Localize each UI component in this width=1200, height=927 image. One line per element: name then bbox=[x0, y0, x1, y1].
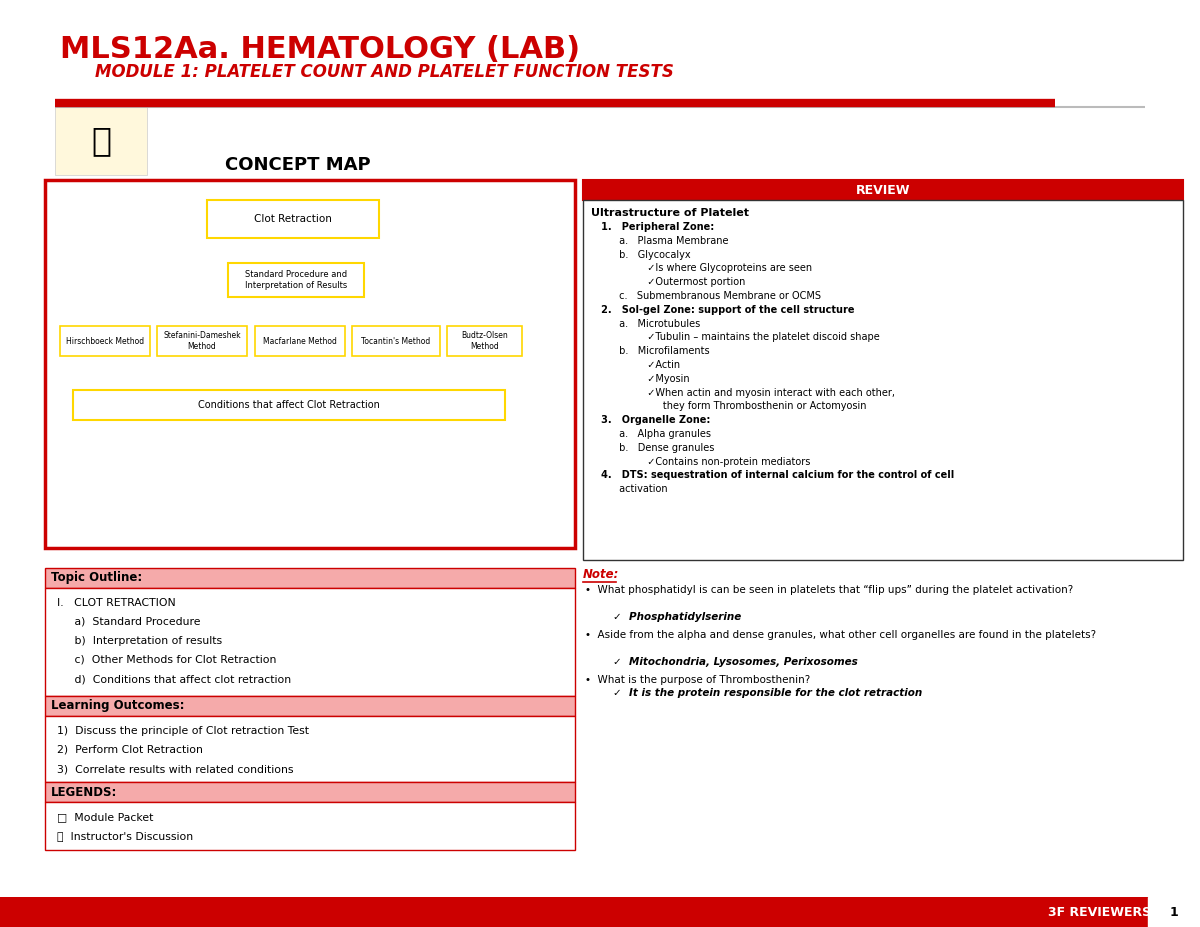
Text: Hirschboeck Method: Hirschboeck Method bbox=[66, 337, 144, 346]
Text: ✓Is where Glycoproteins are seen: ✓Is where Glycoproteins are seen bbox=[592, 263, 812, 273]
Text: c.   Submembranous Membrane or OCMS: c. Submembranous Membrane or OCMS bbox=[592, 291, 821, 301]
FancyBboxPatch shape bbox=[157, 326, 247, 356]
Text: ✓Myosin: ✓Myosin bbox=[592, 374, 690, 384]
Text: MODULE 1: PLATELET COUNT AND PLATELET FUNCTION TESTS: MODULE 1: PLATELET COUNT AND PLATELET FU… bbox=[95, 63, 674, 81]
Text: REVIEW: REVIEW bbox=[856, 184, 911, 197]
FancyBboxPatch shape bbox=[73, 390, 505, 420]
FancyBboxPatch shape bbox=[46, 782, 575, 802]
Text: Stefanini-Dameshek
Method: Stefanini-Dameshek Method bbox=[163, 331, 241, 350]
Text: activation: activation bbox=[592, 484, 667, 494]
Text: Clot Retraction: Clot Retraction bbox=[254, 214, 332, 224]
Text: •  What is the purpose of Thrombosthenin?: • What is the purpose of Thrombosthenin? bbox=[586, 675, 810, 685]
Text: 3F REVIEWERS: 3F REVIEWERS bbox=[1049, 906, 1152, 919]
FancyBboxPatch shape bbox=[60, 326, 150, 356]
FancyBboxPatch shape bbox=[583, 180, 1183, 200]
Text: 2.   Sol-gel Zone: support of the cell structure: 2. Sol-gel Zone: support of the cell str… bbox=[592, 305, 854, 315]
Text: □  Module Packet: □ Module Packet bbox=[58, 812, 154, 822]
Text: CONCEPT MAP: CONCEPT MAP bbox=[226, 156, 371, 174]
Text: ✓  Phosphatidylserine: ✓ Phosphatidylserine bbox=[613, 612, 742, 622]
Text: 1: 1 bbox=[1170, 906, 1178, 919]
Text: Conditions that affect Clot Retraction: Conditions that affect Clot Retraction bbox=[198, 400, 380, 410]
Text: they form Thrombosthenin or Actomyosin: they form Thrombosthenin or Actomyosin bbox=[592, 401, 866, 412]
FancyBboxPatch shape bbox=[446, 326, 522, 356]
Text: 1.   Peripheral Zone:: 1. Peripheral Zone: bbox=[592, 222, 714, 232]
Text: •  What phosphatidyl is can be seen in platelets that “flip ups” during the plat: • What phosphatidyl is can be seen in pl… bbox=[586, 585, 1073, 595]
Text: Standard Procedure and
Interpretation of Results: Standard Procedure and Interpretation of… bbox=[245, 271, 347, 290]
Text: a)  Standard Procedure: a) Standard Procedure bbox=[58, 617, 200, 627]
Text: Budtz-Olsen
Method: Budtz-Olsen Method bbox=[461, 331, 508, 350]
Text: 2)  Perform Clot Retraction: 2) Perform Clot Retraction bbox=[58, 745, 203, 755]
FancyBboxPatch shape bbox=[55, 107, 148, 175]
FancyBboxPatch shape bbox=[1148, 897, 1200, 927]
FancyBboxPatch shape bbox=[46, 180, 575, 548]
Text: d)  Conditions that affect clot retraction: d) Conditions that affect clot retractio… bbox=[58, 674, 292, 684]
FancyBboxPatch shape bbox=[46, 588, 575, 696]
Text: ✓Tubulin – maintains the platelet discoid shape: ✓Tubulin – maintains the platelet discoi… bbox=[592, 333, 880, 342]
Text: 3)  Correlate results with related conditions: 3) Correlate results with related condit… bbox=[58, 764, 294, 774]
FancyBboxPatch shape bbox=[208, 200, 379, 238]
FancyBboxPatch shape bbox=[352, 326, 440, 356]
Text: I.   CLOT RETRACTION: I. CLOT RETRACTION bbox=[58, 598, 175, 608]
Text: ✓Outermost portion: ✓Outermost portion bbox=[592, 277, 745, 287]
Text: 4.   DTS: sequestration of internal calcium for the control of cell: 4. DTS: sequestration of internal calciu… bbox=[592, 470, 954, 480]
Text: b.   Microfilaments: b. Microfilaments bbox=[592, 346, 709, 356]
Text: ✓Actin: ✓Actin bbox=[592, 360, 680, 370]
FancyBboxPatch shape bbox=[583, 200, 1183, 560]
FancyBboxPatch shape bbox=[0, 897, 1200, 927]
Text: Ultrastructure of Platelet: Ultrastructure of Platelet bbox=[592, 208, 749, 218]
Text: ✓Contains non-protein mediators: ✓Contains non-protein mediators bbox=[592, 457, 810, 466]
FancyBboxPatch shape bbox=[46, 568, 575, 588]
FancyBboxPatch shape bbox=[228, 263, 364, 297]
Text: 🦅: 🦅 bbox=[91, 124, 112, 158]
Text: b)  Interpretation of results: b) Interpretation of results bbox=[58, 636, 222, 646]
Text: LEGENDS:: LEGENDS: bbox=[50, 785, 118, 798]
Text: ✓  It is the protein responsible for the clot retraction: ✓ It is the protein responsible for the … bbox=[613, 689, 923, 699]
Text: Tocantin's Method: Tocantin's Method bbox=[361, 337, 431, 346]
FancyBboxPatch shape bbox=[46, 716, 575, 782]
Text: a.   Plasma Membrane: a. Plasma Membrane bbox=[592, 235, 728, 246]
Text: •  Aside from the alpha and dense granules, what other cell organelles are found: • Aside from the alpha and dense granule… bbox=[586, 630, 1096, 640]
Text: b.   Glycocalyx: b. Glycocalyx bbox=[592, 249, 691, 260]
FancyBboxPatch shape bbox=[46, 696, 575, 716]
Text: ✓When actin and myosin interact with each other,: ✓When actin and myosin interact with eac… bbox=[592, 387, 895, 398]
Text: a.   Alpha granules: a. Alpha granules bbox=[592, 429, 710, 439]
Text: b.   Dense granules: b. Dense granules bbox=[592, 443, 714, 452]
Text: Topic Outline:: Topic Outline: bbox=[50, 572, 143, 585]
FancyBboxPatch shape bbox=[46, 802, 575, 850]
Text: Learning Outcomes:: Learning Outcomes: bbox=[50, 700, 185, 713]
Text: ✓  Mitochondria, Lysosomes, Perixosomes: ✓ Mitochondria, Lysosomes, Perixosomes bbox=[613, 657, 858, 667]
Text: Note:: Note: bbox=[583, 568, 619, 581]
FancyBboxPatch shape bbox=[256, 326, 346, 356]
Text: c)  Other Methods for Clot Retraction: c) Other Methods for Clot Retraction bbox=[58, 655, 276, 665]
Text: a.   Microtubules: a. Microtubules bbox=[592, 319, 701, 328]
Text: 3.   Organelle Zone:: 3. Organelle Zone: bbox=[592, 415, 710, 425]
Text: Macfarlane Method: Macfarlane Method bbox=[263, 337, 337, 346]
Text: MLS12Aa. HEMATOLOGY (LAB): MLS12Aa. HEMATOLOGY (LAB) bbox=[60, 35, 580, 64]
Text: 1)  Discuss the principle of Clot retraction Test: 1) Discuss the principle of Clot retract… bbox=[58, 726, 310, 736]
Text: 🔊  Instructor's Discussion: 🔊 Instructor's Discussion bbox=[58, 831, 193, 841]
